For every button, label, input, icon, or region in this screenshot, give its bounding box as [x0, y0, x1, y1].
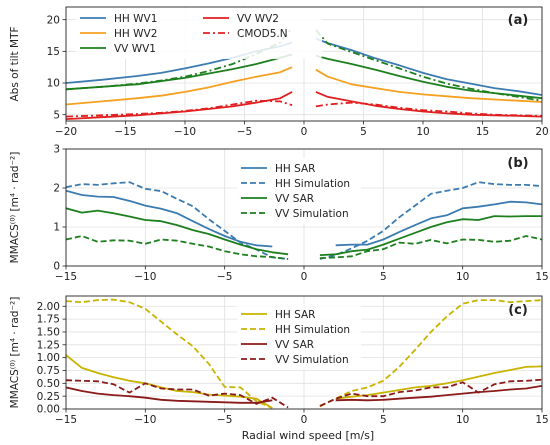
- legend-label: HH WV1: [114, 13, 157, 25]
- x-tick-label: −10: [134, 414, 156, 426]
- y-tick-label: 0.50: [37, 378, 60, 390]
- x-tick-label: −15: [55, 414, 77, 426]
- legend-label: VV WV1: [114, 43, 156, 55]
- y-tick-label: 0.75: [37, 365, 60, 377]
- legend: HH SAR HH Simulation VV SAR VV Simulation: [237, 158, 361, 224]
- legend-label: VV SAR: [275, 339, 314, 351]
- y-tick-label: 15: [47, 46, 60, 58]
- x-tick-label: −15: [55, 271, 77, 283]
- legend-label: HH SAR: [275, 309, 315, 321]
- x-tick-label: 20: [535, 126, 548, 138]
- x-tick-label: 15: [476, 126, 489, 138]
- x-tick-label: 10: [456, 271, 469, 283]
- y-tick-label: 1.00: [37, 352, 60, 364]
- x-tick-label: −10: [174, 126, 196, 138]
- series-line: [315, 101, 542, 117]
- series-group: [66, 298, 542, 409]
- y-tick-label: 0: [53, 261, 60, 273]
- x-tick-label: 0: [301, 414, 308, 426]
- legend-label: HH SAR: [275, 163, 315, 175]
- y-tick-label: 1.75: [37, 314, 60, 326]
- legend-label: HH Simulation: [275, 178, 350, 190]
- series-line: [66, 99, 293, 118]
- legend-box: [237, 304, 361, 370]
- x-tick-label: −5: [217, 414, 232, 426]
- x-tick-label: −20: [55, 126, 77, 138]
- y-axis-label: Abs of tilt MTF: [9, 26, 21, 101]
- x-tick-label: 0: [301, 271, 308, 283]
- y-tick-label: 1.25: [37, 339, 60, 351]
- x-tick-label: 5: [380, 414, 387, 426]
- y-tick-label: 1.50: [37, 327, 60, 339]
- y-axis-label: MMACS⁽⁰⁾ [m⁴ · rad⁻²]: [9, 297, 21, 409]
- panel-c: −15 −10 −5 0 5 10 150.000.250.500.751.001.251.…: [9, 295, 549, 426]
- series-line: [66, 189, 273, 248]
- y-tick-label: 0.25: [37, 391, 60, 403]
- panel-a: −20 −15 −10 −5 0 5 10 15 20 5 10 15 20 Abs of tilt MT…: [9, 6, 549, 138]
- series-line: [315, 91, 542, 118]
- series-line: [335, 385, 542, 402]
- series-line: [66, 386, 273, 404]
- legend: HH SAR HH Simulation VV SAR VV Simulation: [237, 304, 361, 370]
- legend-label: CMOD5.N: [237, 28, 288, 40]
- x-tick-label: −15: [114, 126, 136, 138]
- series-line: [66, 27, 293, 91]
- series-group: [66, 181, 542, 260]
- series-line: [66, 207, 289, 256]
- y-tick-label: 5: [53, 109, 60, 121]
- x-axis-label: Radial wind speed [m/s]: [242, 429, 374, 442]
- series-line: [315, 54, 542, 100]
- y-tick-label: 2.00: [37, 301, 60, 313]
- y-tick-label: 3: [53, 144, 60, 156]
- series-line: [315, 37, 542, 96]
- x-tick-label: 5: [380, 271, 387, 283]
- legend-label: VV SAR: [275, 193, 314, 205]
- panel-label: (a): [508, 13, 529, 28]
- series-line: [319, 215, 542, 256]
- series-line: [66, 298, 273, 409]
- panel-label: (b): [507, 156, 528, 171]
- y-tick-label: 20: [47, 14, 60, 26]
- series-line: [319, 235, 542, 260]
- x-tick-label: −5: [217, 271, 232, 283]
- x-tick-label: 15: [535, 414, 548, 426]
- legend-label: VV Simulation: [275, 354, 349, 366]
- x-tick-label: 10: [456, 414, 469, 426]
- series-line: [66, 235, 289, 260]
- legend-label: VV WV2: [237, 13, 279, 25]
- y-axis-label: MMACS⁽⁰⁾ [m⁴ · rad⁻²]: [9, 152, 21, 264]
- legend-box: [237, 158, 361, 224]
- series-line: [319, 181, 542, 260]
- legend-label: VV Simulation: [275, 208, 349, 220]
- legend-label: HH Simulation: [275, 324, 350, 336]
- x-tick-label: −5: [237, 126, 252, 138]
- series-line: [319, 299, 542, 408]
- y-tick-label: 2: [53, 183, 60, 195]
- x-tick-label: 5: [360, 126, 367, 138]
- legend: HH WV1 HH WV2 VV WV1 VV WV2 CMOD5.N: [76, 8, 322, 59]
- legend-label: HH WV2: [114, 28, 157, 40]
- series-line: [335, 365, 542, 400]
- series-line: [66, 66, 293, 106]
- x-tick-label: 15: [535, 271, 548, 283]
- x-tick-label: 10: [416, 126, 429, 138]
- x-tick-label: 0: [301, 126, 308, 138]
- series-line: [315, 68, 542, 103]
- y-tick-label: 10: [47, 78, 60, 90]
- series-line: [335, 200, 542, 247]
- series-line: [66, 53, 293, 91]
- series-line: [319, 378, 542, 407]
- legend-box: [76, 8, 322, 59]
- panel-b: −15 −10 −5 0 5 10 15 0 1 2 3 MMACS⁽⁰⁾ [m⁴ · rad⁻²] (…: [9, 144, 549, 283]
- y-tick-label: 1: [53, 222, 60, 234]
- panel-label: (c): [508, 303, 528, 318]
- series-line: [315, 29, 542, 102]
- x-tick-label: −10: [134, 271, 156, 283]
- series-line: [66, 379, 289, 409]
- y-tick-label: 0.00: [37, 404, 60, 416]
